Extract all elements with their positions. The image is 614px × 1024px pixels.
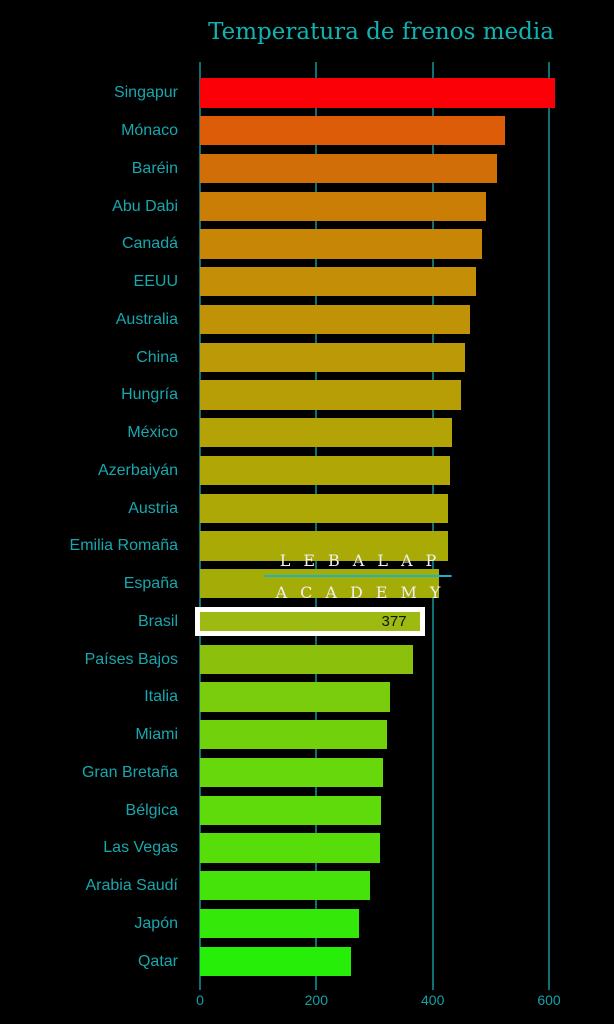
category-label-8: Hungría [121,386,178,404]
category-label-11: Austria [128,499,178,517]
category-label-21: Arabia Saudí [85,877,178,895]
category-label-15: Países Bajos [84,650,178,668]
bar-4 [200,229,483,259]
category-label-19: Bélgica [125,801,178,819]
bar-18 [200,757,383,788]
x-tick-label: 600 [537,992,561,1008]
bar-21 [200,871,370,901]
bar-1 [200,116,506,146]
category-label-16: Italia [144,688,178,706]
bar-14: 377 [194,606,425,637]
category-label-0: Singapur [113,84,178,102]
bar-8 [200,380,462,410]
bar-16 [200,682,390,712]
category-label-10: Azerbaiyán [97,461,178,479]
category-label-14: Brasil [137,612,178,630]
highlight-value-label: 377 [381,612,407,630]
category-label-4: Canadá [121,235,178,253]
category-label-13: España [123,575,178,593]
bar-23 [200,946,351,976]
bar-13 [200,569,440,599]
category-label-1: Mónaco [121,122,178,140]
bar-19 [200,795,381,825]
bar-3 [200,191,487,221]
bar-6 [200,304,471,335]
gridline-x-400 [431,62,434,990]
bar-15 [200,644,414,674]
category-label-23: Qatar [137,952,178,970]
category-label-9: México [127,424,178,442]
bar-7 [200,342,466,372]
bar-20 [200,833,381,863]
gridline-x-0 [199,62,201,990]
x-tick-label: 0 [196,992,204,1008]
bar-22 [200,908,360,939]
category-label-6: Australia [115,310,178,328]
bar-11 [200,493,449,523]
category-label-22: Japón [134,914,178,932]
bar-0 [200,78,555,108]
category-label-18: Gran Bretaña [81,763,178,781]
category-label-3: Abu Dabi [112,197,178,215]
bar-5 [200,267,477,297]
bar-2 [200,153,497,184]
bar-10 [200,455,451,486]
bar-17 [200,720,388,750]
x-tick-label: 400 [420,992,445,1008]
bar-12 [200,531,448,561]
category-label-5: EEUU [133,273,178,291]
gridline-x-200 [315,62,318,990]
category-label-2: Baréin [131,159,178,177]
category-label-12: Emilia Romaña [69,537,178,555]
bar-9 [200,418,452,448]
category-label-17: Miami [135,726,178,744]
category-label-7: China [136,348,178,366]
chart-title: Temperatura de frenos media [208,19,554,45]
gridline-x-600 [548,62,551,990]
x-tick-label: 200 [304,992,329,1008]
category-label-20: Las Vegas [103,839,178,857]
